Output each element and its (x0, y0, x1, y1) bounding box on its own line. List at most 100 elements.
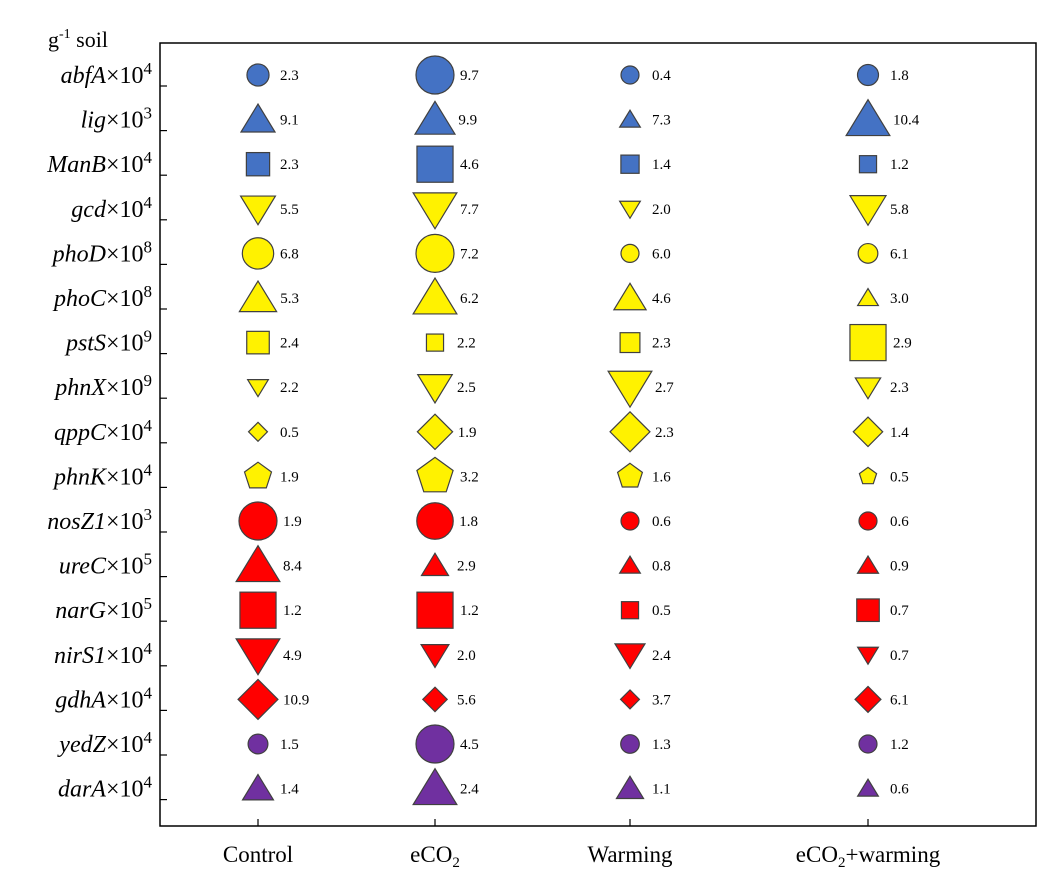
value-label: 2.3 (280, 68, 299, 84)
gene-multiplier: ×10 (106, 777, 144, 803)
marker-square (858, 155, 878, 174)
marker-triangle-down (607, 370, 653, 409)
marker-triangle-down (618, 200, 642, 220)
value-label: 0.4 (652, 68, 671, 84)
gene-label: nirS1×104 (54, 639, 153, 669)
value-label: 2.4 (652, 648, 671, 664)
value-label: 1.9 (458, 425, 477, 441)
gene-exponent: 4 (144, 683, 153, 702)
value-label: 9.1 (280, 113, 299, 129)
gene-multiplier: ×10 (106, 643, 144, 669)
value-label: 1.4 (280, 782, 299, 798)
gene-label: narG×105 (55, 594, 152, 624)
marker-circle (620, 65, 640, 85)
value-label: 7.2 (460, 246, 479, 262)
gene-row-phnK: phnK×104 1.9 3.2 1.6 0.5 (52, 456, 909, 493)
marker-circle (858, 511, 878, 531)
marker-circle (415, 724, 455, 764)
value-label: 5.5 (280, 202, 299, 218)
value-label: 5.8 (890, 202, 909, 218)
value-label: 1.5 (280, 737, 299, 753)
marker-square (620, 154, 640, 174)
value-label: 10.9 (283, 692, 309, 708)
value-label: 2.4 (280, 336, 299, 352)
value-label: 0.7 (890, 603, 909, 619)
value-label: 1.1 (652, 782, 671, 798)
marker-diamond (237, 678, 279, 721)
marker-circle (620, 511, 640, 531)
marker-pentagon (858, 466, 878, 485)
gene-multiplier: ×10 (106, 241, 144, 267)
value-label: 2.3 (890, 380, 909, 396)
gene-multiplier: ×10 (106, 63, 144, 89)
gene-exponent: 8 (144, 282, 153, 301)
gene-label: pstS×109 (64, 327, 152, 357)
gene-row-lig: lig×103 9.1 9.9 7.3 10.4 (81, 98, 920, 137)
marker-triangle-down (856, 646, 880, 666)
gene-multiplier: ×10 (106, 197, 144, 223)
marker-circle (857, 242, 879, 264)
gene-row-qppC: qppC×104 0.5 1.9 2.3 1.4 (54, 411, 909, 453)
marker-circle (415, 233, 455, 273)
marker-triangle-up (238, 279, 278, 313)
marker-triangle-up (618, 554, 642, 574)
marker-pentagon (243, 461, 273, 489)
gene-row-ureC: ureC×105 8.4 2.9 0.8 0.9 (59, 544, 909, 583)
marker-triangle-up (612, 282, 648, 311)
value-label: 7.3 (652, 113, 671, 129)
value-label: 3.0 (890, 291, 909, 307)
gene-name: lig (81, 108, 106, 134)
gene-multiplier: ×10 (106, 420, 144, 446)
value-label: 6.8 (280, 246, 299, 262)
plot-frame (159, 42, 1037, 827)
gene-exponent: 4 (144, 639, 153, 658)
gene-name: yedZ (57, 732, 106, 758)
gene-exponent: 3 (144, 505, 153, 524)
gene-row-gdhA: gdhA×104 10.9 5.6 3.7 6.1 (55, 678, 909, 721)
gene-name: phnK (52, 464, 108, 490)
value-label: 3.2 (460, 469, 479, 485)
gene-name: narG (55, 598, 106, 624)
value-label: 10.4 (893, 113, 920, 129)
value-label: 2.5 (457, 380, 476, 396)
marker-circle (415, 55, 455, 95)
marker-triangle-up (239, 102, 277, 133)
gene-row-ManB: ManB×104 2.3 4.6 1.4 1.2 (46, 145, 909, 183)
gene-label: lig×103 (81, 104, 152, 134)
value-label: 2.9 (457, 559, 476, 575)
marker-diamond (854, 685, 882, 714)
marker-square (246, 330, 270, 355)
unit-label: g-1 soil (48, 27, 108, 52)
marker-diamond (247, 421, 269, 443)
gene-name: nirS1 (54, 643, 106, 669)
value-label: 2.3 (652, 336, 671, 352)
gene-label: darA×104 (58, 773, 153, 803)
marker-triangle-up (413, 100, 457, 135)
value-label: 1.8 (890, 68, 909, 84)
value-label: 2.2 (457, 336, 476, 352)
value-label: 1.2 (283, 603, 302, 619)
value-label: 2.0 (457, 648, 476, 664)
marker-circle (246, 63, 270, 87)
marker-diamond (852, 416, 884, 448)
gene-name: ManB (46, 152, 106, 178)
gene-label: ureC×105 (59, 550, 152, 580)
category-label: Control (223, 842, 293, 867)
value-label: 0.5 (652, 603, 671, 619)
value-label: 1.6 (652, 469, 671, 485)
value-label: 0.9 (890, 559, 909, 575)
marker-diamond (421, 686, 449, 713)
marker-pentagon (416, 456, 454, 493)
value-label: 0.6 (652, 514, 671, 530)
marker-triangle-down (246, 379, 270, 398)
marker-circle (620, 734, 640, 754)
marker-square (416, 591, 454, 629)
marker-pentagon (616, 462, 644, 488)
value-label: 6.2 (460, 291, 479, 307)
gene-multiplier: ×10 (106, 464, 144, 490)
gene-row-phnX: phnX×109 2.2 2.5 2.7 2.3 (53, 370, 909, 409)
value-label: 0.5 (280, 425, 299, 441)
gene-multiplier: ×10 (106, 108, 144, 134)
x-axis: Control eCO2 Warming eCO2+warming (223, 819, 941, 871)
